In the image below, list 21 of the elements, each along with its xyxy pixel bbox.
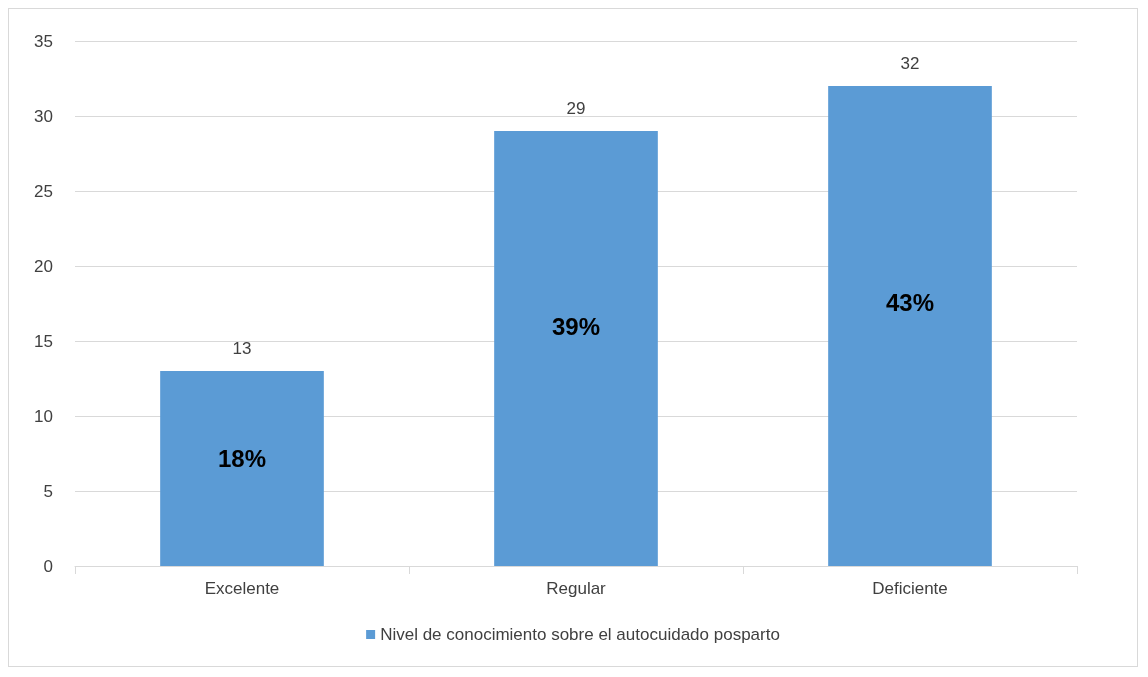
y-tick-label: 30 — [34, 106, 53, 126]
annotation: 43% — [885, 288, 935, 316]
data-label: 29 — [566, 99, 586, 118]
y-tick-label: 25 — [34, 181, 53, 201]
y-tick-label: 35 — [34, 31, 53, 51]
y-tick-label: 5 — [43, 481, 53, 501]
annotation: 39% — [551, 313, 601, 341]
bar — [494, 131, 658, 566]
bar — [828, 86, 992, 566]
data-label: 32 — [900, 54, 920, 73]
legend-label: Nivel de conocimiento sobre el autocuidado posparto — [380, 625, 780, 644]
y-tick-label: 10 — [34, 406, 53, 426]
y-tick-label: 20 — [34, 256, 53, 276]
y-tick-label: 15 — [34, 331, 53, 351]
x-tick-label: Regular — [546, 579, 607, 598]
y-tick-label: 0 — [43, 556, 53, 576]
x-tick-label: Deficiente — [872, 579, 948, 598]
x-tick-label: Excelente — [204, 579, 280, 598]
annotation: 18% — [217, 445, 267, 473]
bar — [160, 371, 324, 566]
data-label: 13 — [232, 339, 252, 358]
